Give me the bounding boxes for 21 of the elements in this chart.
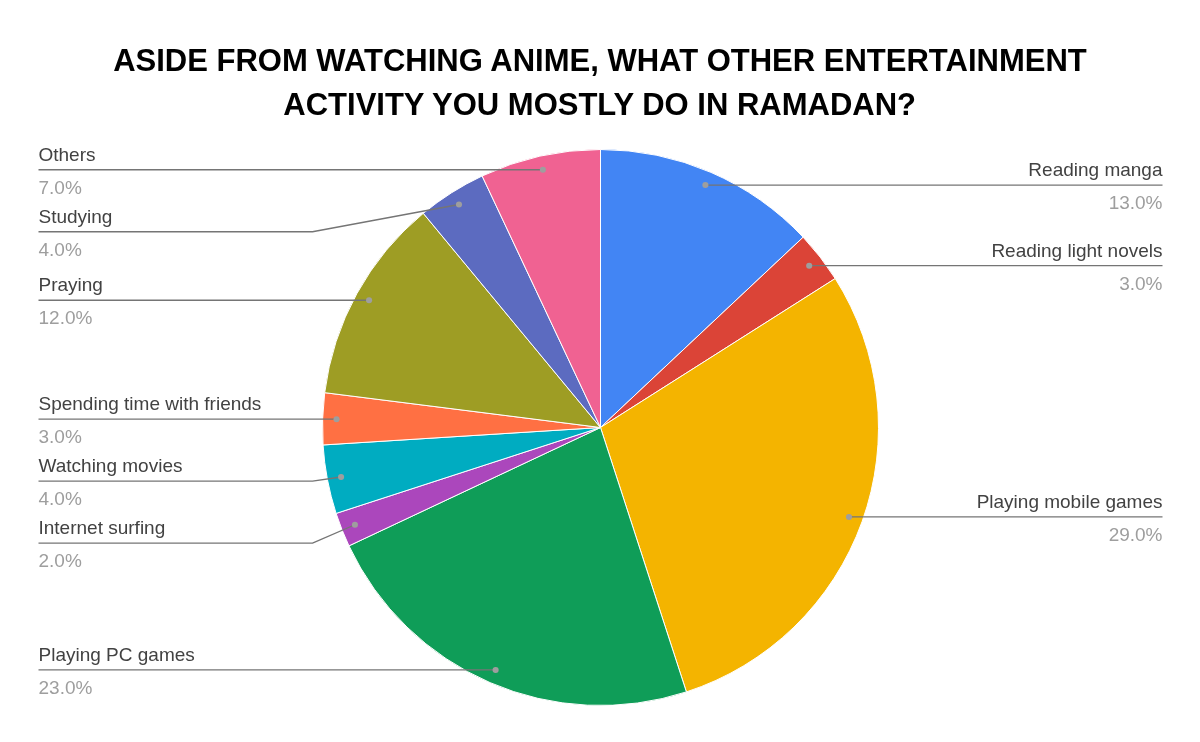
slice-label: Reading light novels [991,239,1163,261]
slice-label: Playing mobile games [976,490,1163,512]
data-label: 23.0% [38,676,93,698]
slice-label: Studying [38,205,113,227]
slice-label: Internet surfing [38,517,166,539]
slice-label: Watching movies [38,455,183,477]
data-label: 4.0% [38,238,82,260]
slice-label: Reading manga [1028,159,1163,181]
slice-label: Others [38,143,96,165]
data-label: 13.0% [1108,192,1163,214]
data-label: 4.0% [38,488,82,510]
data-label: 7.0% [38,176,82,198]
slice-label: Praying [38,274,103,296]
slice-label: Playing PC games [38,643,195,665]
data-label: 29.0% [1108,523,1163,545]
chart-title: ASIDE FROM WATCHING ANIME, WHAT OTHER ENTERTAINMENT ACTIVITY YOU MOSTLY DO IN RAMADAN? [113,43,1087,122]
data-label: 3.0% [38,426,82,448]
data-label: 12.0% [38,307,93,329]
slice-label: Spending time with friends [38,393,262,415]
data-label: 3.0% [1119,272,1163,294]
data-label: 2.0% [38,550,82,572]
